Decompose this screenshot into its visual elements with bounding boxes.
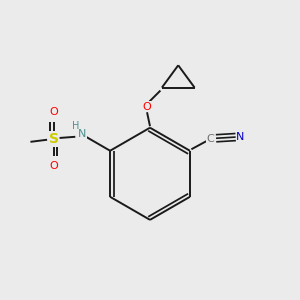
Text: O: O [143,102,152,112]
Text: N: N [78,129,86,140]
Text: O: O [49,160,58,171]
Text: C: C [207,134,214,144]
Text: N: N [236,132,244,142]
Text: H: H [72,121,79,131]
Text: S: S [49,132,58,146]
Text: O: O [49,107,58,117]
